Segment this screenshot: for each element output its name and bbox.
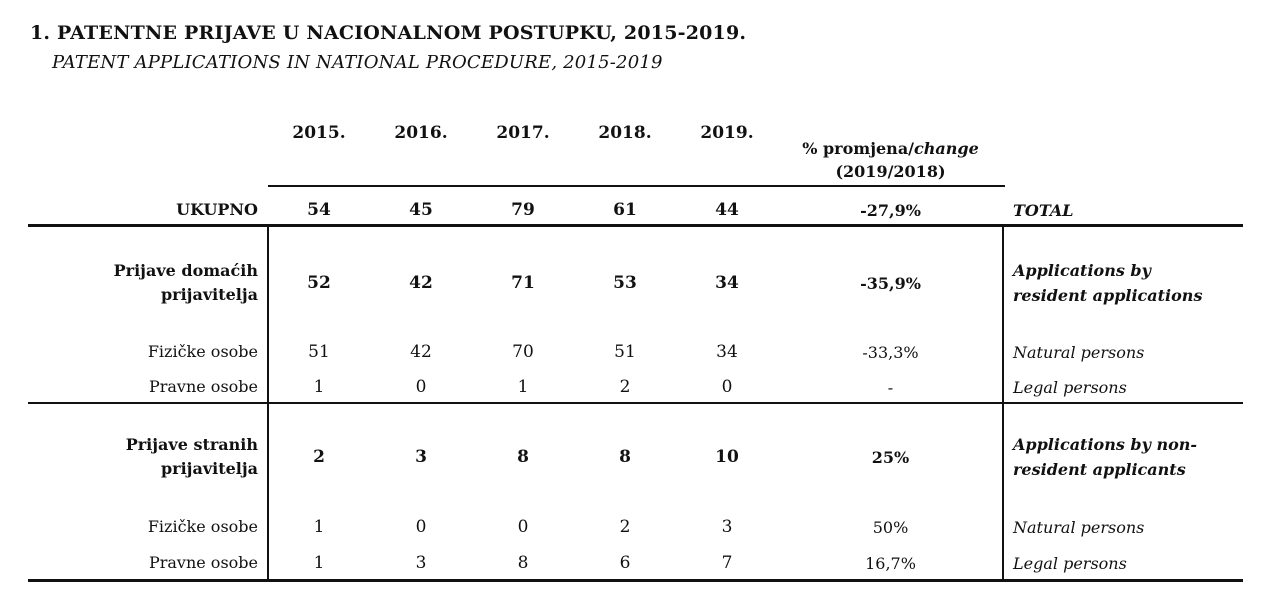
row-label-en: Natural persons xyxy=(1013,342,1145,362)
value-pct-change: -27,9% xyxy=(860,200,921,220)
value-2019: 7 xyxy=(721,553,733,573)
row-label-en: TOTAL xyxy=(1013,200,1074,220)
value-2018: 51 xyxy=(614,342,636,362)
value-pct-change: 25% xyxy=(871,447,910,467)
total-row-rule xyxy=(28,224,1243,227)
row-label-hr: Fizičke osobe xyxy=(147,342,258,361)
header-label-spacer xyxy=(28,120,258,188)
value-2015: 51 xyxy=(308,342,330,362)
value-2018: 61 xyxy=(613,200,637,220)
value-2015: 1 xyxy=(313,553,325,573)
header-year-2016: 2016. xyxy=(394,123,448,143)
value-2019: 0 xyxy=(721,377,733,397)
value-2019: 3 xyxy=(721,517,733,537)
header-year-2019: 2019. xyxy=(700,123,754,143)
value-2019: 10 xyxy=(715,447,739,467)
header-en-spacer xyxy=(1013,120,1243,188)
table-row-resident-legal: Pravne osobe 1 0 1 2 0 - Legal persons xyxy=(28,373,1243,401)
left-vertical-rule xyxy=(267,227,269,579)
table-row-resident-group: Prijave domaćih prijavitelja 52 42 71 53… xyxy=(28,230,1243,336)
row-label-en: Natural persons xyxy=(1013,517,1145,537)
value-2016: 0 xyxy=(415,377,427,397)
value-2018: 53 xyxy=(613,273,637,293)
value-2017: 0 xyxy=(517,517,529,537)
header-year-2015: 2015. xyxy=(292,123,346,143)
header-pct-line1: % promjena/change xyxy=(802,137,979,160)
row-label-en: Applications by resident applications xyxy=(1013,261,1203,305)
page-title: 1. PATENTNE PRIJAVE U NACIONALNOM POSTUP… xyxy=(30,22,747,44)
section-divider-rule xyxy=(28,402,1243,404)
table-row-nonresident-natural: Fizičke osobe 1 0 0 2 3 50% Natural pers… xyxy=(28,513,1243,541)
value-2016: 45 xyxy=(409,200,433,220)
column-gap xyxy=(258,196,268,224)
row-label-hr: Pravne osobe xyxy=(148,377,258,396)
column-gap xyxy=(1003,338,1013,366)
value-2017: 8 xyxy=(517,447,529,467)
row-label-hr: Prijave domaćih prijavitelja xyxy=(113,261,258,304)
header-pct-change: % promjena/change (2019/2018) xyxy=(778,120,1003,188)
value-2018: 2 xyxy=(619,517,631,537)
header-underline-rule xyxy=(268,185,1005,187)
header-pct-change-word: change xyxy=(914,139,979,158)
value-pct-change: -35,9% xyxy=(860,273,921,293)
row-label-hr: UKUPNO xyxy=(176,200,258,219)
table-bottom-rule xyxy=(28,579,1243,582)
table-header-row: 2015. 2016. 2017. 2018. 2019. % promjena… xyxy=(28,120,1243,188)
row-label-en: Legal persons xyxy=(1013,377,1127,397)
value-2015: 54 xyxy=(307,200,331,220)
header-pct-prefix: % promjena/ xyxy=(802,139,915,158)
value-pct-change: - xyxy=(887,377,894,397)
row-label-en: Applications by non- resident applicants xyxy=(1013,435,1198,479)
row-label-hr: Fizičke osobe xyxy=(147,517,258,536)
value-2016: 3 xyxy=(415,553,427,573)
value-pct-change: 16,7% xyxy=(865,553,916,573)
column-gap xyxy=(1003,513,1013,541)
value-2017: 79 xyxy=(511,200,535,220)
value-2017: 71 xyxy=(511,273,535,293)
row-label-hr: Pravne osobe xyxy=(148,553,258,572)
value-2017: 8 xyxy=(517,553,529,573)
value-2019: 34 xyxy=(715,273,739,293)
column-gap xyxy=(1003,408,1013,506)
column-gap xyxy=(1003,120,1013,188)
value-2017: 70 xyxy=(512,342,534,362)
column-gap xyxy=(1003,196,1013,224)
table-row-total: UKUPNO 54 45 79 61 44 -27,9% TOTAL xyxy=(28,196,1243,224)
value-2016: 42 xyxy=(410,342,432,362)
column-gap xyxy=(1003,373,1013,401)
value-2019: 34 xyxy=(716,342,738,362)
table-row-resident-natural: Fizičke osobe 51 42 70 51 34 -33,3% Natu… xyxy=(28,338,1243,366)
value-2015: 2 xyxy=(313,447,325,467)
column-gap xyxy=(1003,230,1013,336)
header-year-2017: 2017. xyxy=(496,123,550,143)
right-vertical-rule xyxy=(1002,227,1004,579)
value-2018: 6 xyxy=(619,553,631,573)
value-2016: 0 xyxy=(415,517,427,537)
row-label-en: Legal persons xyxy=(1013,553,1127,573)
value-2018: 2 xyxy=(619,377,631,397)
header-year-2018: 2018. xyxy=(598,123,652,143)
value-2018: 8 xyxy=(619,447,631,467)
column-gap xyxy=(258,120,268,188)
column-gap xyxy=(1003,549,1013,577)
header-pct-line2: (2019/2018) xyxy=(835,162,946,181)
value-2015: 1 xyxy=(313,517,325,537)
value-2019: 44 xyxy=(715,200,739,220)
value-2015: 52 xyxy=(307,273,331,293)
table-row-nonresident-group: Prijave stranih prijavitelja 2 3 8 8 10 … xyxy=(28,408,1243,506)
value-2015: 1 xyxy=(313,377,325,397)
row-label-hr: Prijave stranih prijavitelja xyxy=(125,435,258,478)
value-pct-change: 50% xyxy=(872,517,909,537)
table-row-nonresident-legal: Pravne osobe 1 3 8 6 7 16,7% Legal perso… xyxy=(28,549,1243,577)
value-2017: 1 xyxy=(517,377,529,397)
page-subtitle: PATENT APPLICATIONS IN NATIONAL PROCEDUR… xyxy=(52,52,663,73)
value-pct-change: -33,3% xyxy=(862,342,919,362)
value-2016: 42 xyxy=(409,273,433,293)
value-2016: 3 xyxy=(415,447,427,467)
